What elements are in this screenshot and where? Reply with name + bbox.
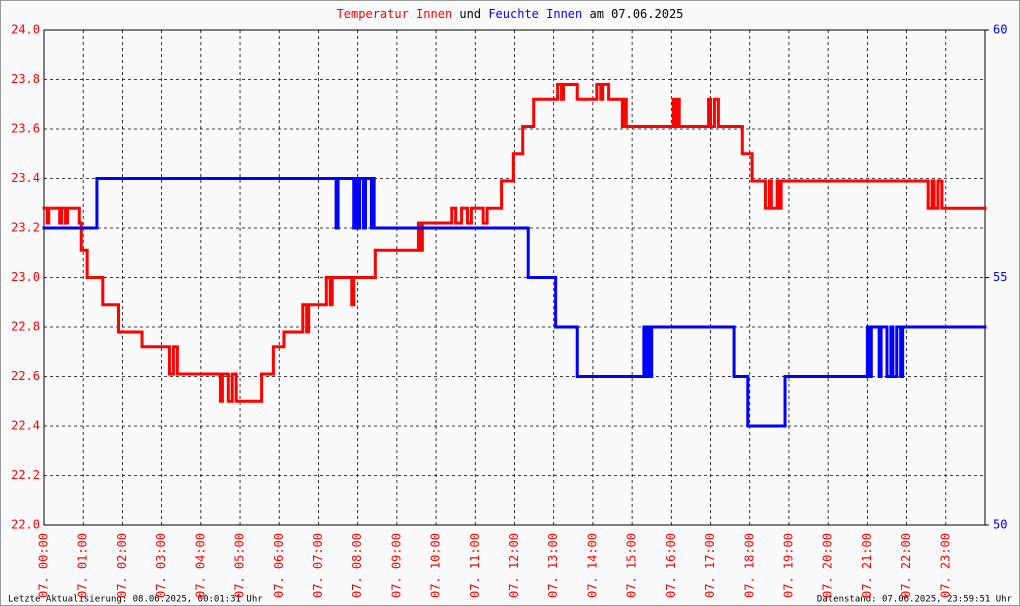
x-tick-label: 07. 09:00 bbox=[389, 533, 403, 598]
x-tick-label: 07. 16:00 bbox=[664, 533, 678, 598]
y2-tick-label: 60 bbox=[993, 23, 1007, 37]
y-tick-label: 23.4 bbox=[11, 171, 40, 185]
title-series-1: Temperatur Innen bbox=[337, 7, 453, 21]
x-tick-label: 07. 13:00 bbox=[546, 533, 560, 598]
x-tick-label: 07. 01:00 bbox=[76, 533, 90, 598]
y-tick-label: 23.2 bbox=[11, 221, 40, 235]
title-suffix: am 07.06.2025 bbox=[589, 7, 683, 21]
x-tick-label: 07. 08:00 bbox=[350, 533, 364, 598]
y-tick-label: 23.0 bbox=[11, 270, 40, 284]
x-tick-label: 07. 21:00 bbox=[860, 533, 874, 598]
title-connector: und bbox=[459, 7, 481, 21]
y-tick-label: 23.6 bbox=[11, 122, 40, 136]
x-tick-label: 07. 00:00 bbox=[37, 533, 51, 598]
y-tick-label: 24.0 bbox=[11, 23, 40, 37]
y2-tick-label: 55 bbox=[993, 270, 1007, 284]
x-tick-label: 07. 05:00 bbox=[233, 533, 247, 598]
x-tick-label: 07. 07:00 bbox=[311, 533, 325, 598]
y-tick-label: 22.4 bbox=[11, 419, 40, 433]
y-tick-label: 22.2 bbox=[11, 468, 40, 482]
x-tick-label: 07. 10:00 bbox=[429, 533, 443, 598]
x-tick-label: 07. 17:00 bbox=[703, 533, 717, 598]
x-tick-label: 07. 12:00 bbox=[507, 533, 521, 598]
x-tick-label: 07. 04:00 bbox=[193, 533, 207, 598]
x-tick-label: 07. 20:00 bbox=[821, 533, 835, 598]
x-tick-label: 07. 14:00 bbox=[585, 533, 599, 598]
footer-left: Letzte Aktualisierung: 08.06.2025, 00:01… bbox=[8, 595, 263, 605]
x-tick-label: 07. 02:00 bbox=[115, 533, 129, 598]
x-tick-label: 07. 11:00 bbox=[468, 533, 482, 598]
plot-frame bbox=[43, 29, 986, 526]
chart-title: Temperatur Innen und Feuchte Innen am 07… bbox=[337, 7, 684, 21]
y2-tick-label: 50 bbox=[993, 518, 1007, 532]
x-tick-label: 07. 18:00 bbox=[742, 533, 756, 598]
y-tick-label: 22.8 bbox=[11, 320, 40, 334]
title-series-2: Feuchte Innen bbox=[488, 7, 582, 21]
x-tick-label: 07. 22:00 bbox=[899, 533, 913, 598]
y-tick-label: 22.0 bbox=[11, 518, 40, 532]
x-tick-label: 07. 19:00 bbox=[781, 533, 795, 598]
footer-right: Datenstand: 07.06.2025, 23:59:51 Uhr bbox=[817, 595, 1013, 605]
x-tick-label: 07. 15:00 bbox=[625, 533, 639, 598]
x-tick-label: 07. 23:00 bbox=[938, 533, 952, 598]
y-tick-label: 23.8 bbox=[11, 72, 40, 86]
y-tick-label: 22.6 bbox=[11, 369, 40, 383]
x-tick-label: 07. 06:00 bbox=[272, 533, 286, 598]
x-tick-label: 07. 03:00 bbox=[154, 533, 168, 598]
